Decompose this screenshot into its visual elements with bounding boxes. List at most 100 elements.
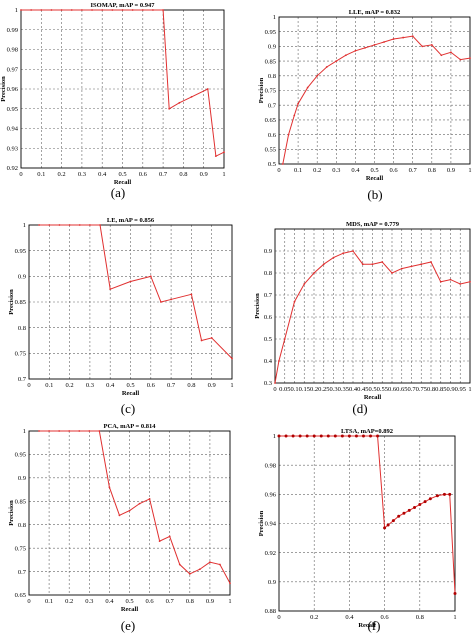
y-axis-label: Precision [254, 293, 261, 319]
x-tick-label: 0.8 [186, 598, 194, 605]
x-tick-label: 0.3 [78, 171, 86, 178]
x-tick-label: 1 [228, 598, 231, 605]
y-axis-label: Precision [258, 510, 265, 536]
x-tick-label: 0.1 [294, 167, 302, 174]
data-point [340, 434, 344, 438]
x-tick-label: 0.8 [428, 167, 436, 174]
data-point [98, 430, 101, 432]
x-tick-label: 1 [222, 171, 225, 178]
x-axis-label: Recall [114, 179, 132, 186]
x-tick-label: 0 [277, 614, 280, 621]
data-point [274, 382, 276, 384]
data-point [209, 561, 211, 564]
x-axis-label: Recall [358, 622, 376, 629]
data-point [421, 45, 424, 48]
data-point [397, 514, 401, 518]
data-point [376, 434, 380, 438]
panel-sublabel: (f) [368, 618, 381, 633]
y-tick-label: 0.98 [265, 462, 276, 469]
data-point [128, 509, 131, 512]
x-tick-label: 0.2 [310, 614, 318, 621]
y-tick-label: 0.55 [265, 147, 276, 154]
x-tick-label: 0.1 [37, 171, 45, 178]
y-tick-label: 0.94 [265, 521, 277, 528]
data-point [20, 9, 22, 11]
data-point [210, 337, 213, 339]
x-tick-label: 0.2 [310, 386, 318, 393]
y-tick-label: 0.97 [7, 66, 19, 73]
gridlines [279, 436, 455, 611]
x-tick-label: 0 [27, 382, 30, 389]
y-tick-label: 1 [23, 428, 26, 435]
chart-title: MDS, mAP = 0.779 [346, 221, 400, 228]
x-tick-label: 0 [27, 598, 30, 605]
data-point [453, 592, 457, 595]
data-point [277, 434, 281, 438]
data-point [344, 54, 347, 57]
data-point [373, 44, 376, 46]
x-tick-label: 0.8 [179, 171, 187, 178]
chart-panel-0: 0 0.1 0.2 0.3 0.4 0.5 0.6 0.7 0.8 0.9 1 0.92 0.93 0.9… [0, 2, 226, 200]
axes-frame [278, 16, 471, 165]
y-tick-label: 0.7 [18, 376, 27, 383]
data-point [91, 9, 93, 11]
y-tick-label: 0.98 [7, 47, 18, 54]
data-point [141, 9, 144, 11]
data-point [48, 224, 51, 226]
y-tick-label: 0.9 [18, 475, 26, 482]
x-tick-label: 0.5 [118, 171, 126, 178]
x-tick-label: 0.2 [65, 598, 73, 605]
x-tick-label: 0.4 [98, 171, 107, 178]
y-tick-label: 0.7 [264, 292, 273, 299]
data-point [89, 224, 91, 226]
data-point [229, 582, 231, 585]
data-point [391, 519, 395, 523]
panel-sublabel: (b) [367, 187, 382, 202]
y-axis-label: Precision [8, 500, 15, 526]
data-point [50, 9, 53, 11]
data-point [313, 272, 315, 274]
data-point [162, 9, 165, 11]
data-point [223, 151, 225, 154]
y-tick-label: 0.88 [265, 608, 276, 615]
data-point [369, 434, 373, 438]
data-point [58, 224, 61, 226]
data-point [81, 9, 83, 11]
y-tick-label: 0.95 [15, 452, 26, 459]
x-tick-label: 0.3 [332, 167, 340, 174]
data-point [391, 272, 393, 274]
data-point [231, 357, 233, 360]
x-tick-label: 0.5 [370, 167, 378, 174]
data-point [38, 430, 40, 432]
y-tick-label: 0.94 [7, 126, 19, 133]
y-tick-label: 0.6 [264, 314, 273, 321]
x-tick-label: 0.1 [290, 386, 298, 393]
data-point [332, 256, 335, 259]
panel-sublabel: (e) [121, 618, 135, 633]
x-tick-label: 0.9 [206, 598, 214, 605]
data-point [291, 434, 295, 438]
data-point [322, 263, 325, 266]
x-tick-label: 0.4 [351, 167, 360, 174]
y-tick-label: 0.65 [265, 117, 276, 124]
x-tick-label: 0.75 [416, 386, 427, 393]
y-tick-label: 0.4 [264, 358, 273, 365]
data-point [316, 74, 319, 77]
y-tick-label: 0.8 [18, 522, 26, 529]
data-point [361, 434, 365, 438]
x-tick-label: 0.6 [388, 386, 397, 393]
data-point [407, 508, 411, 512]
data-point [58, 430, 61, 432]
series-line [274, 250, 471, 384]
x-tick-label: 0.3 [329, 386, 337, 393]
x-tick-label: 0.6 [390, 167, 399, 174]
x-tick-label: 0.1 [45, 598, 53, 605]
data-point [297, 102, 299, 105]
x-tick-label: 0.6 [381, 614, 390, 621]
chart-title: LTSA, mAP=0.892 [341, 428, 393, 435]
data-point [354, 49, 357, 52]
data-point [352, 250, 354, 252]
data-point [430, 261, 432, 263]
x-tick-label: 0.4 [106, 382, 115, 389]
x-tick-label: 0.5 [126, 382, 134, 389]
